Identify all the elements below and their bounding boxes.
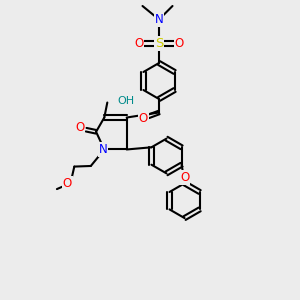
Text: O: O <box>75 121 84 134</box>
Text: O: O <box>63 177 72 190</box>
Text: O: O <box>139 112 148 125</box>
Text: O: O <box>180 171 189 184</box>
Text: N: N <box>98 143 107 156</box>
Text: N: N <box>154 13 164 26</box>
Text: S: S <box>155 37 163 50</box>
Text: O: O <box>175 37 184 50</box>
Text: OH: OH <box>117 96 134 106</box>
Text: O: O <box>134 37 143 50</box>
